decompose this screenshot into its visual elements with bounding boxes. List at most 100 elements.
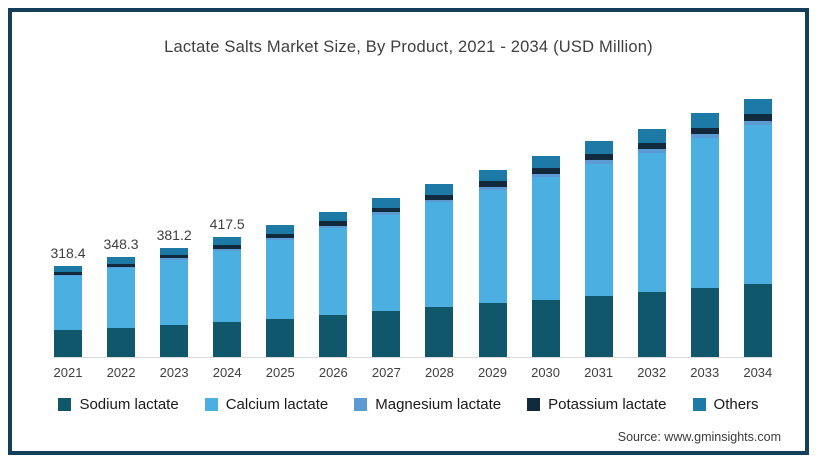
bars-row: 318.4 2021 348.3 2022 381.2 2023 417.5 2024 2025… (50, 97, 772, 380)
segment-calcium-lactate (107, 268, 136, 328)
segment-potassium-lactate (160, 254, 189, 259)
x-axis-label: 2025 (265, 365, 295, 380)
bar-column-2025: 2025 (266, 97, 295, 380)
segment-sodium-lactate (690, 287, 719, 357)
segment-others (637, 129, 666, 143)
segment-potassium-lactate (54, 271, 82, 275)
x-axis-label: 2023 (159, 365, 189, 380)
segment-potassium-lactate (372, 207, 401, 213)
segment-magnesium-lactate (266, 237, 295, 240)
segment-others (213, 237, 242, 246)
legend-item-sodium-lactate: Sodium lactate (58, 396, 179, 413)
x-axis-label: 2028 (424, 365, 454, 380)
segment-calcium-lactate (54, 276, 82, 330)
legend-item-magnesium-lactate: Magnesium lactate (354, 396, 501, 413)
segment-others (531, 155, 560, 169)
legend-label: Potassium lactate (548, 396, 667, 413)
bar-column-2027: 2027 (372, 97, 401, 380)
chart-area: 318.4 2021 348.3 2022 381.2 2023 417.5 2024 2025… (50, 97, 772, 380)
segment-sodium-lactate (266, 318, 295, 357)
segment-sodium-lactate (213, 322, 242, 357)
segment-others (743, 99, 772, 115)
segment-sodium-lactate (372, 311, 401, 357)
segment-calcium-lactate (319, 227, 348, 316)
segment-others (690, 113, 719, 128)
segment-others (160, 247, 189, 255)
segment-magnesium-lactate (54, 274, 82, 277)
segment-potassium-lactate (531, 168, 560, 174)
segment-calcium-lactate (160, 260, 189, 326)
legend-swatch (58, 398, 72, 411)
segment-others (372, 198, 401, 208)
segment-calcium-lactate (372, 215, 401, 311)
x-axis-label: 2033 (690, 365, 720, 380)
segment-calcium-lactate (690, 138, 719, 288)
legend-item-others: Others (692, 396, 759, 413)
segment-potassium-lactate (213, 245, 242, 249)
x-axis-label: 2034 (743, 365, 773, 380)
segment-others (425, 184, 454, 195)
segment-others (478, 169, 507, 182)
segment-potassium-lactate (584, 154, 613, 160)
segment-potassium-lactate (425, 194, 454, 200)
legend-swatch (354, 398, 368, 411)
x-axis-label: 2029 (478, 365, 507, 380)
segment-magnesium-lactate (213, 248, 242, 251)
segment-calcium-lactate (584, 163, 613, 296)
chart-title: Lactate Salts Market Size, By Product, 2… (164, 38, 653, 56)
segment-magnesium-lactate (690, 134, 719, 139)
segment-sodium-lactate (637, 291, 666, 357)
segment-magnesium-lactate (531, 173, 560, 178)
segment-magnesium-lactate (637, 148, 666, 153)
segment-magnesium-lactate (478, 186, 507, 190)
legend-swatch (692, 398, 706, 411)
bar-column-2026: 2026 (319, 97, 348, 380)
segment-others (319, 212, 348, 222)
bar-value-label: 417.5 (209, 216, 245, 233)
bar-column-2024: 417.5 2024 (210, 97, 245, 380)
segment-potassium-lactate (743, 114, 772, 121)
segment-potassium-lactate (478, 181, 507, 187)
segment-potassium-lactate (637, 142, 666, 149)
segment-magnesium-lactate (372, 212, 401, 215)
legend-label: Calcium lactate (225, 396, 329, 413)
segment-sodium-lactate (160, 325, 189, 357)
segment-magnesium-lactate (107, 266, 136, 269)
segment-calcium-lactate (478, 189, 507, 304)
segment-sodium-lactate (743, 283, 772, 357)
segment-potassium-lactate (319, 221, 348, 226)
segment-others (107, 256, 136, 264)
segment-magnesium-lactate (743, 120, 772, 126)
x-axis-label: 2024 (212, 365, 242, 380)
legend: Sodium lactate Calcium lactate Magnesium l… (12, 396, 805, 413)
segment-calcium-lactate (425, 202, 454, 308)
legend-item-calcium-lactate: Calcium lactate (204, 396, 329, 413)
segment-sodium-lactate (584, 295, 613, 357)
x-axis-label: 2027 (371, 365, 401, 380)
x-axis-label: 2030 (531, 365, 561, 380)
bar-column-2021: 318.4 2021 (50, 97, 85, 380)
segment-magnesium-lactate (425, 199, 454, 203)
legend-swatch (527, 398, 541, 411)
legend-label: Sodium lactate (79, 396, 179, 413)
segment-calcium-lactate (531, 177, 560, 300)
segment-calcium-lactate (213, 250, 242, 323)
bar-value-label: 318.4 (50, 244, 86, 261)
segment-calcium-lactate (637, 152, 666, 292)
bar-value-label: 381.2 (156, 226, 192, 243)
x-axis-label: 2022 (106, 365, 136, 380)
segment-others (266, 224, 295, 234)
bar-column-2029: 2029 (478, 97, 507, 380)
x-axis-label: 2021 (53, 365, 83, 380)
segment-calcium-lactate (743, 125, 772, 284)
x-axis-label: 2032 (637, 365, 667, 380)
segment-others (584, 141, 613, 155)
bar-value-label: 348.3 (103, 235, 139, 252)
segment-sodium-lactate (531, 299, 560, 357)
chart-frame: Lactate Salts Market Size, By Product, 2… (8, 8, 809, 455)
segment-sodium-lactate (319, 315, 348, 357)
segment-sodium-lactate (425, 307, 454, 357)
segment-magnesium-lactate (160, 258, 189, 261)
segment-calcium-lactate (266, 239, 295, 319)
